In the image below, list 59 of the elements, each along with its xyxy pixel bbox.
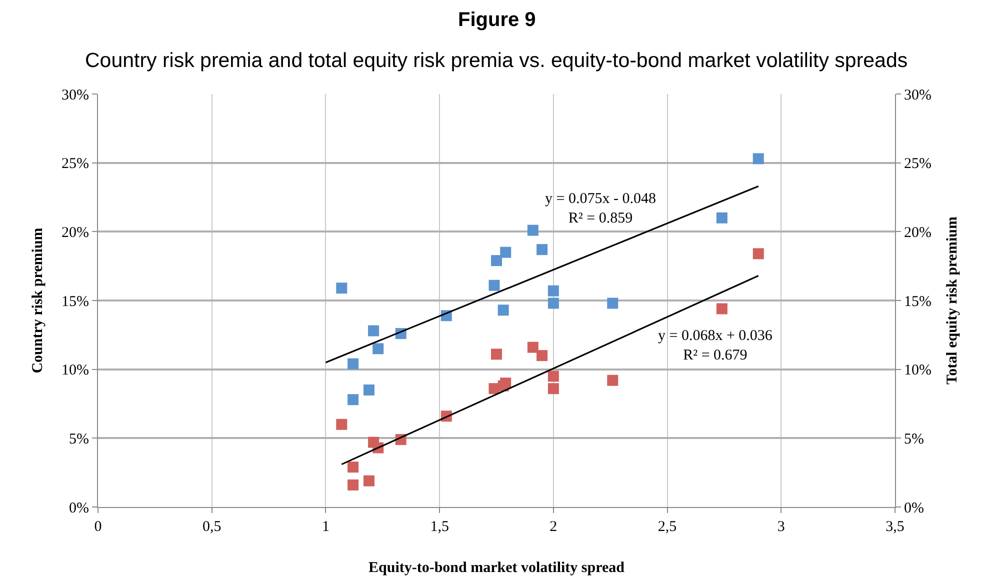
point bbox=[548, 370, 559, 382]
y-tick-label: 15% bbox=[62, 294, 89, 310]
x-tick-label: 3 bbox=[777, 519, 785, 535]
x-axis-title: Equity-to-bond market volatility spread bbox=[368, 560, 626, 576]
point bbox=[363, 384, 374, 396]
y2-tick-label: 0% bbox=[904, 500, 924, 516]
point bbox=[536, 350, 548, 362]
point bbox=[348, 358, 359, 370]
x-tick-label: 1,5 bbox=[430, 519, 449, 535]
point bbox=[607, 298, 618, 309]
chart-title: Figure 9 bbox=[458, 9, 536, 31]
point bbox=[607, 374, 618, 386]
point bbox=[368, 325, 380, 336]
point bbox=[498, 380, 509, 392]
point bbox=[491, 348, 502, 360]
point bbox=[752, 248, 764, 260]
point bbox=[527, 224, 538, 236]
point bbox=[500, 246, 512, 258]
y2-tick-label: 5% bbox=[904, 431, 924, 448]
point bbox=[491, 255, 502, 266]
point bbox=[716, 303, 728, 314]
point bbox=[363, 475, 374, 486]
chart-subtitle: Country risk premia and total equity risk premia vs. equity-to-bond market volatility spreads bbox=[85, 49, 908, 72]
y-tick-label: 30% bbox=[62, 87, 89, 104]
point bbox=[536, 244, 548, 256]
point bbox=[752, 153, 764, 164]
point bbox=[336, 418, 348, 430]
point bbox=[716, 212, 728, 224]
point bbox=[372, 343, 384, 354]
y2-tick-label: 30% bbox=[904, 87, 932, 104]
annotation: y = 0.075x - 0.048 R² = 0.859 bbox=[545, 191, 656, 226]
point bbox=[527, 342, 538, 353]
point bbox=[348, 394, 359, 406]
y-axis-title: Country risk premium bbox=[30, 227, 46, 374]
x-tick-label: 3,5 bbox=[886, 519, 904, 535]
y-tick-label: 0% bbox=[69, 500, 89, 516]
point bbox=[548, 285, 559, 296]
y2-tick-label: 20% bbox=[904, 224, 932, 241]
y2-axis-title: Total equity risk premium bbox=[944, 216, 960, 384]
x-tick-label: 0,5 bbox=[202, 519, 222, 535]
x-tick-label: 0 bbox=[94, 519, 102, 535]
y-tick-label: 10% bbox=[62, 362, 89, 379]
point bbox=[498, 304, 509, 316]
x-tick-label: 1 bbox=[322, 519, 330, 535]
x-tick-label: 2,5 bbox=[658, 519, 677, 535]
point bbox=[336, 282, 348, 294]
annotation: y = 0.068x + 0.036 R² = 0.679 bbox=[658, 328, 773, 364]
x-tick-label: 2 bbox=[550, 519, 558, 535]
point bbox=[548, 383, 559, 394]
point bbox=[348, 479, 359, 490]
point bbox=[488, 280, 500, 291]
point bbox=[348, 462, 359, 473]
y-tick-label: 25% bbox=[62, 156, 89, 172]
y2-tick-label: 25% bbox=[904, 156, 932, 172]
y-tick-label: 5% bbox=[69, 431, 89, 448]
y2-tick-label: 15% bbox=[904, 294, 932, 310]
y2-tick-label: 10% bbox=[904, 362, 932, 379]
point bbox=[548, 298, 559, 309]
y-tick-label: 20% bbox=[62, 224, 89, 241]
